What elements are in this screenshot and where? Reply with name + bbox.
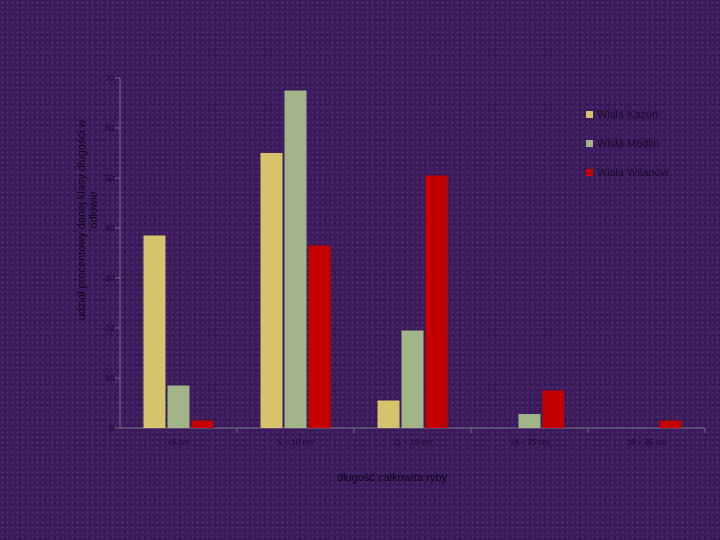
legend: Wisła Kazuń Wisła Modlin Wisła Wilanów [586, 109, 669, 179]
y-tick-label: 20 [105, 324, 114, 333]
bar [659, 420, 682, 428]
bars [143, 90, 682, 428]
y-tick-label: 70 [105, 74, 114, 83]
legend-label: Wisła Modlin [597, 138, 659, 150]
bar [542, 390, 565, 428]
axes: 0 10 20 30 40 50 60 70 <5 cm 6 – 10 cm 11 – 15 cm 1… [105, 74, 706, 447]
bar [191, 420, 214, 428]
bar [143, 235, 166, 428]
legend-label: Wisła Kazuń [597, 109, 658, 121]
bar [401, 330, 424, 428]
y-tick-label: 60 [105, 124, 114, 133]
legend-swatch [586, 111, 593, 118]
y-tick-label: 0 [110, 424, 115, 433]
y-axis-label: udział procentowy danej klasy długości w… [76, 120, 100, 321]
legend-swatch [586, 140, 593, 147]
bar [425, 175, 448, 428]
x-axis-label: długość całkowita ryby [337, 472, 448, 484]
bar [167, 385, 190, 428]
y-tick-label: 40 [105, 224, 114, 233]
x-tick-label: 6 – 10 cm [278, 438, 313, 447]
x-tick-label: 26 – 35 cm [627, 438, 667, 447]
x-tick-label: 16 – 25 cm [510, 438, 550, 447]
bar [308, 245, 331, 428]
y-axis-label-line: udział procentowy danej klasy długości w [76, 120, 88, 321]
y-axis-label-line: odłowie [88, 191, 100, 228]
y-tick-label: 10 [105, 374, 114, 383]
bar [377, 400, 400, 428]
x-tick-label: 11 – 15 cm [393, 438, 432, 447]
bar [260, 153, 283, 428]
y-tick-label: 50 [105, 174, 114, 183]
x-tick-label: <5 cm [167, 438, 189, 447]
legend-swatch [586, 169, 593, 176]
legend-label: Wisła Wilanów [597, 167, 669, 179]
bar [284, 90, 307, 428]
bar [518, 414, 541, 428]
y-tick-label: 30 [105, 274, 114, 283]
